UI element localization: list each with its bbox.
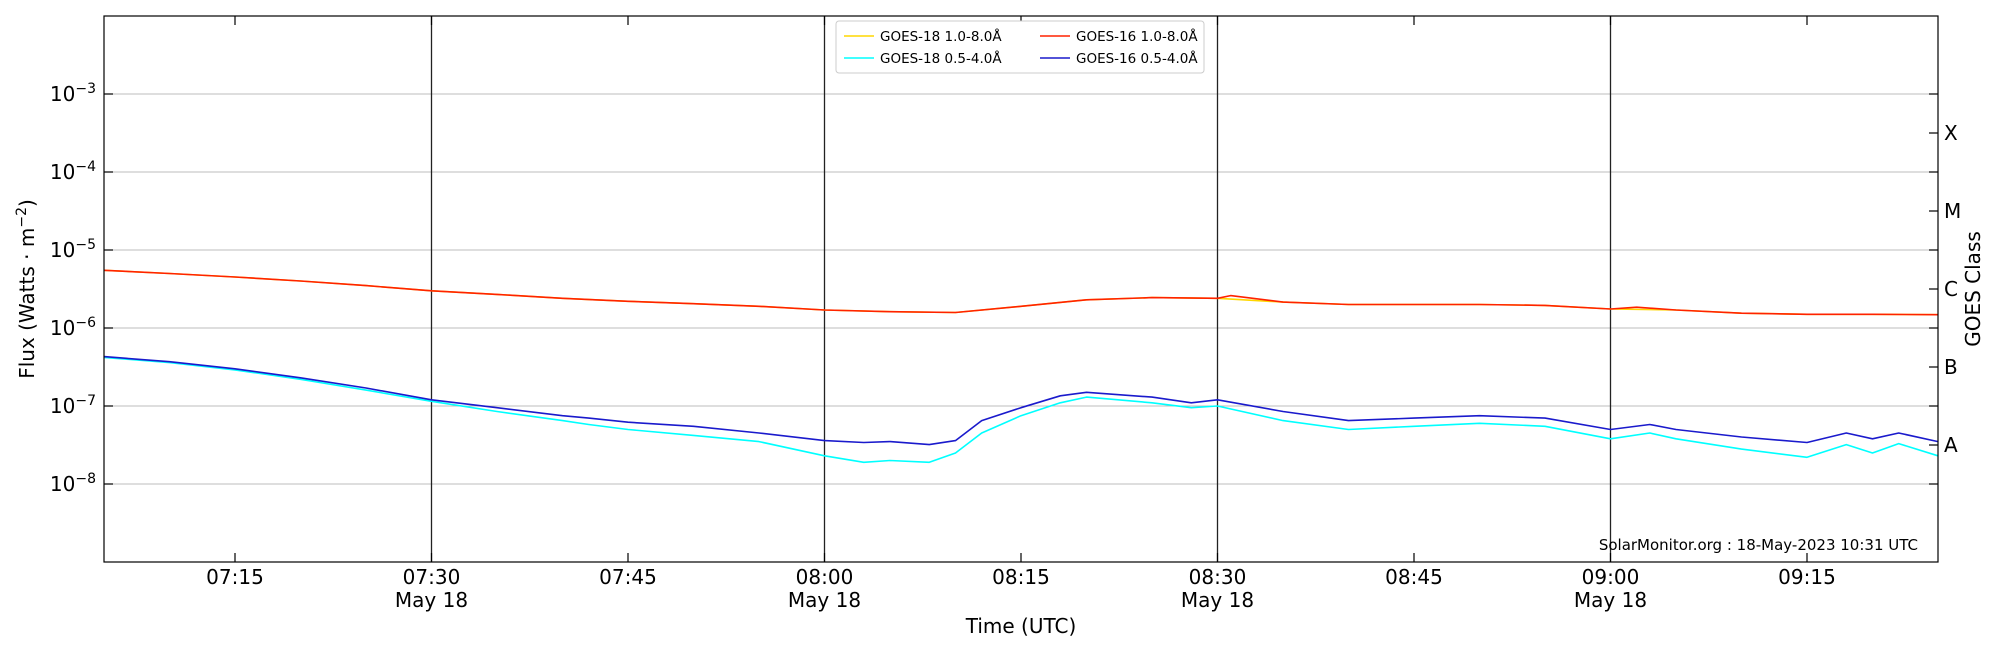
goes-class-labels: A B C M X	[1944, 121, 1961, 457]
y-axis-title: Flux (Watts · m−2)	[14, 199, 39, 379]
x-tick-date-label: May 18	[1181, 588, 1254, 612]
x-tick-label: 09:15	[1778, 565, 1836, 589]
x-axis-title: Time (UTC)	[965, 614, 1077, 638]
y-tick-label: 10−8	[50, 471, 96, 496]
y-tick-label: 10−5	[50, 237, 96, 262]
y-tick-labels: 10−8 10−7 10−6 10−5 10−4 10−3	[50, 81, 96, 496]
legend-label: GOES-18 0.5-4.0Å	[880, 50, 1002, 67]
series-line	[104, 357, 1938, 445]
x-tick-label: 08:15	[992, 565, 1050, 589]
goes-class-label: C	[1944, 277, 1958, 301]
x-tick-label: 07:30	[403, 565, 461, 589]
x-tick-label: 08:30	[1189, 565, 1247, 589]
goes-class-label: A	[1944, 433, 1958, 457]
axis-ticks	[104, 16, 1938, 562]
x-tick-date-label: May 18	[1574, 588, 1647, 612]
x-tick-label: 07:15	[206, 565, 264, 589]
goes-class-label: M	[1944, 199, 1961, 223]
goes-class-label: X	[1944, 121, 1958, 145]
source-annotation: SolarMonitor.org : 18-May-2023 10:31 UTC	[1599, 536, 1918, 554]
goes-class-axis-title: GOES Class	[1961, 231, 1985, 347]
legend-label: GOES-18 1.0-8.0Å	[880, 28, 1002, 45]
x-tick-label: 08:45	[1385, 565, 1443, 589]
x-tick-date-label: May 18	[395, 588, 468, 612]
y-tick-label: 10−7	[50, 393, 96, 418]
y-tick-label: 10−3	[50, 81, 96, 106]
goes-class-label: B	[1944, 355, 1958, 379]
plot-frame	[104, 16, 1938, 562]
series-line	[104, 357, 1938, 462]
x-tick-date-label: May 18	[788, 588, 861, 612]
hour-marker-lines	[432, 16, 1611, 562]
legend-label: GOES-16 1.0-8.0Å	[1076, 28, 1198, 45]
legend-label: GOES-16 0.5-4.0Å	[1076, 50, 1198, 67]
y-tick-label: 10−6	[50, 315, 96, 340]
grid-lines	[104, 94, 1938, 484]
x-tick-label: 07:45	[599, 565, 657, 589]
x-tick-label: 08:00	[796, 565, 854, 589]
series-line	[104, 270, 1938, 314]
series-line	[104, 270, 1938, 314]
y-tick-label: 10−4	[50, 159, 96, 184]
series-lines	[104, 270, 1938, 462]
legend: GOES-18 1.0-8.0Å GOES-18 0.5-4.0Å GOES-16 …	[836, 21, 1204, 73]
x-tick-label: 09:00	[1582, 565, 1640, 589]
